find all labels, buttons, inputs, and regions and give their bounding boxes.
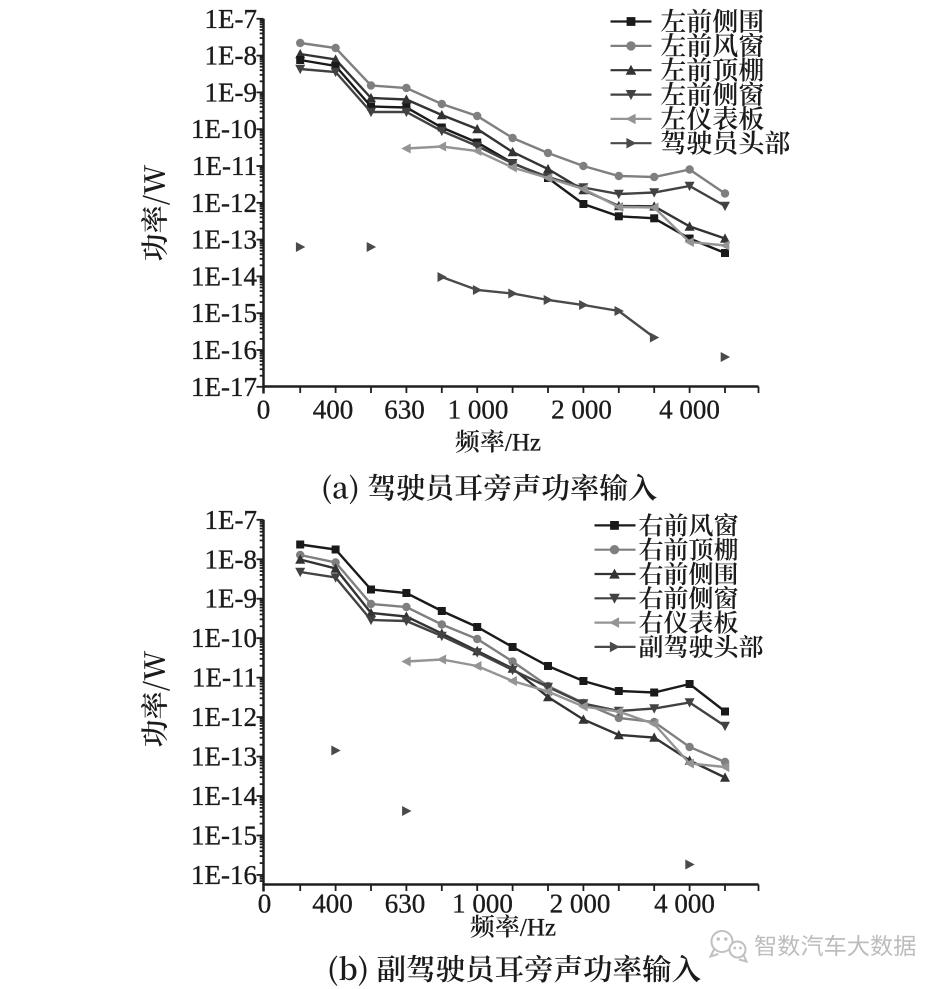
svg-text:1E-9: 1E-9 bbox=[205, 77, 257, 107]
svg-text:1E-14: 1E-14 bbox=[191, 261, 257, 291]
svg-text:/Hz: /Hz bbox=[505, 430, 541, 457]
svg-text:2 000: 2 000 bbox=[550, 889, 611, 919]
svg-text:1E-8: 1E-8 bbox=[205, 41, 257, 71]
svg-text:1E-8: 1E-8 bbox=[205, 544, 257, 574]
svg-text:1E-13: 1E-13 bbox=[191, 225, 257, 255]
svg-text:1E-15: 1E-15 bbox=[191, 298, 257, 328]
svg-text:1E-10: 1E-10 bbox=[191, 114, 257, 144]
svg-text:1E-13: 1E-13 bbox=[191, 742, 257, 772]
svg-text:1E-14: 1E-14 bbox=[191, 781, 257, 811]
svg-text:1E-17: 1E-17 bbox=[191, 372, 257, 402]
svg-text:400: 400 bbox=[312, 889, 353, 919]
svg-text:1E-7: 1E-7 bbox=[205, 4, 257, 34]
svg-text:1E-11: 1E-11 bbox=[192, 151, 257, 181]
svg-text:1E-7: 1E-7 bbox=[205, 505, 257, 535]
svg-text:630: 630 bbox=[385, 889, 426, 919]
svg-text:4 000: 4 000 bbox=[654, 889, 715, 919]
svg-text:1E-15: 1E-15 bbox=[191, 821, 257, 851]
svg-text:1 000: 1 000 bbox=[452, 889, 513, 919]
svg-text:400: 400 bbox=[313, 395, 354, 425]
svg-text:4 000: 4 000 bbox=[659, 395, 720, 425]
svg-text:1E-11: 1E-11 bbox=[192, 663, 257, 693]
svg-text:0: 0 bbox=[257, 395, 271, 425]
svg-text:1E-16: 1E-16 bbox=[191, 860, 257, 890]
svg-text:1E-12: 1E-12 bbox=[191, 702, 257, 732]
svg-text:1E-16: 1E-16 bbox=[191, 335, 257, 365]
svg-text:2 000: 2 000 bbox=[551, 395, 612, 425]
svg-text:1E-9: 1E-9 bbox=[205, 584, 257, 614]
svg-text:/Hz: /Hz bbox=[520, 915, 556, 942]
svg-text:630: 630 bbox=[384, 395, 425, 425]
svg-text:1E-10: 1E-10 bbox=[191, 623, 257, 653]
svg-text:1 000: 1 000 bbox=[448, 395, 509, 425]
svg-text:0: 0 bbox=[258, 889, 272, 919]
svg-text:1E-12: 1E-12 bbox=[191, 188, 257, 218]
